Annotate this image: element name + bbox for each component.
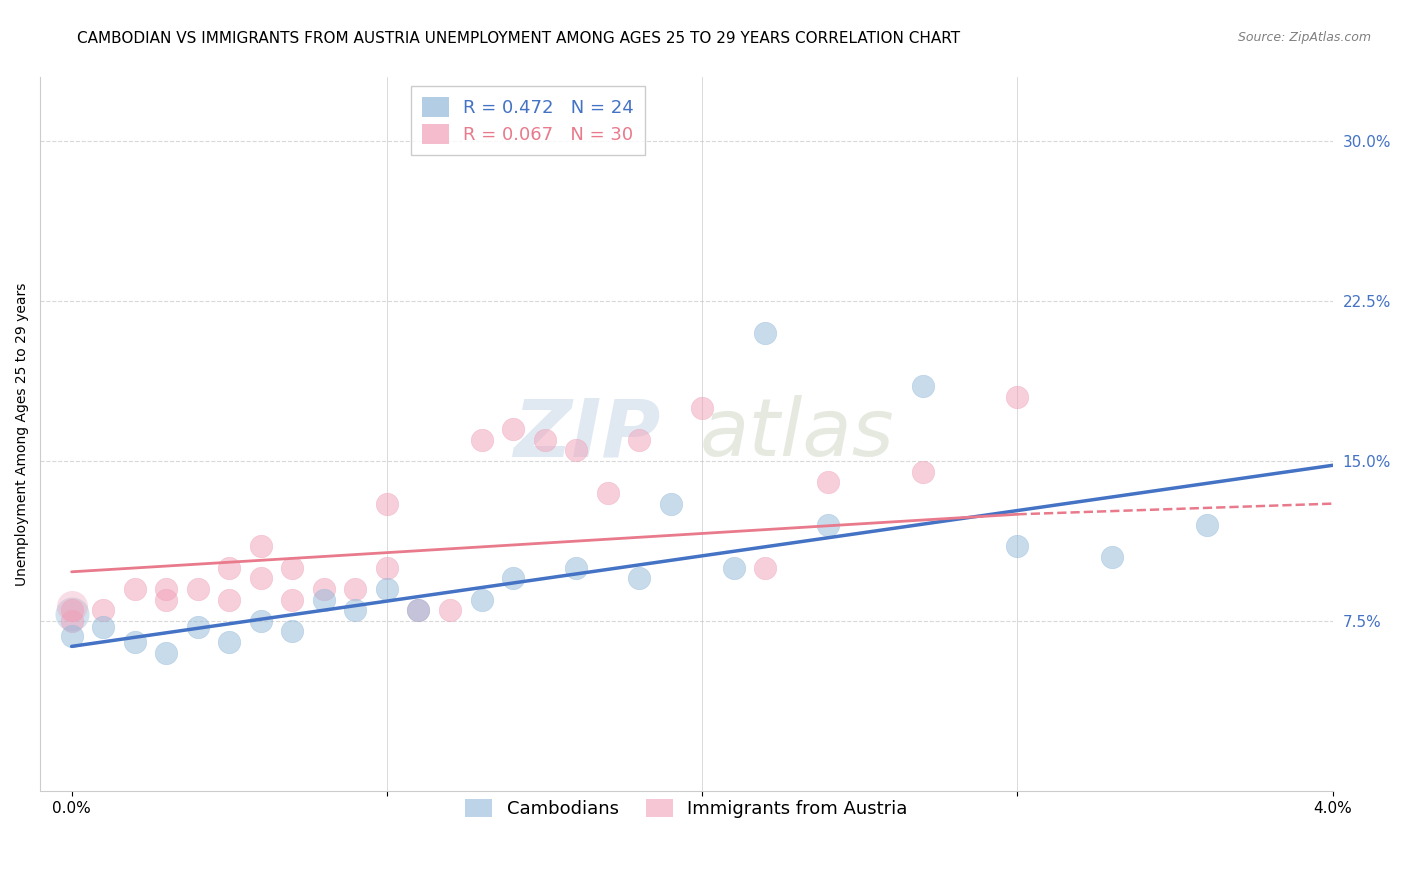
Point xyxy=(817,517,839,532)
Point xyxy=(249,614,271,628)
Point xyxy=(1101,549,1123,564)
Point xyxy=(91,620,114,634)
Point xyxy=(754,560,776,574)
Point xyxy=(281,560,304,574)
Point xyxy=(1007,390,1029,404)
Point xyxy=(218,592,240,607)
Point xyxy=(124,635,146,649)
Text: Source: ZipAtlas.com: Source: ZipAtlas.com xyxy=(1237,31,1371,45)
Point xyxy=(60,614,83,628)
Text: atlas: atlas xyxy=(699,395,894,474)
Point xyxy=(155,582,177,596)
Point xyxy=(312,592,335,607)
Point xyxy=(60,603,83,617)
Point xyxy=(60,599,83,613)
Point xyxy=(155,646,177,660)
Point xyxy=(281,624,304,639)
Point xyxy=(344,582,367,596)
Point xyxy=(187,620,209,634)
Point xyxy=(91,603,114,617)
Point xyxy=(1007,539,1029,553)
Point xyxy=(439,603,461,617)
Point xyxy=(344,603,367,617)
Point xyxy=(187,582,209,596)
Point xyxy=(249,571,271,585)
Point xyxy=(218,560,240,574)
Point xyxy=(312,582,335,596)
Point xyxy=(375,560,398,574)
Point xyxy=(533,433,555,447)
Point xyxy=(817,475,839,490)
Point xyxy=(911,379,934,393)
Legend: Cambodians, Immigrants from Austria: Cambodians, Immigrants from Austria xyxy=(458,791,915,825)
Point xyxy=(690,401,713,415)
Point xyxy=(408,603,430,617)
Point xyxy=(408,603,430,617)
Point xyxy=(628,433,651,447)
Point xyxy=(565,443,588,458)
Point xyxy=(249,539,271,553)
Point xyxy=(723,560,745,574)
Point xyxy=(911,465,934,479)
Point xyxy=(218,635,240,649)
Point xyxy=(1195,517,1218,532)
Point xyxy=(375,582,398,596)
Point xyxy=(502,571,524,585)
Text: ZIP: ZIP xyxy=(513,395,661,474)
Point xyxy=(281,592,304,607)
Point xyxy=(565,560,588,574)
Text: CAMBODIAN VS IMMIGRANTS FROM AUSTRIA UNEMPLOYMENT AMONG AGES 25 TO 29 YEARS CORR: CAMBODIAN VS IMMIGRANTS FROM AUSTRIA UNE… xyxy=(77,31,960,46)
Point xyxy=(60,629,83,643)
Point xyxy=(754,326,776,340)
Point xyxy=(628,571,651,585)
Point xyxy=(375,497,398,511)
Point xyxy=(502,422,524,436)
Point xyxy=(60,607,83,622)
Point xyxy=(470,592,492,607)
Point xyxy=(124,582,146,596)
Point xyxy=(155,592,177,607)
Point xyxy=(470,433,492,447)
Point xyxy=(659,497,682,511)
Y-axis label: Unemployment Among Ages 25 to 29 years: Unemployment Among Ages 25 to 29 years xyxy=(15,283,30,586)
Point xyxy=(596,486,619,500)
